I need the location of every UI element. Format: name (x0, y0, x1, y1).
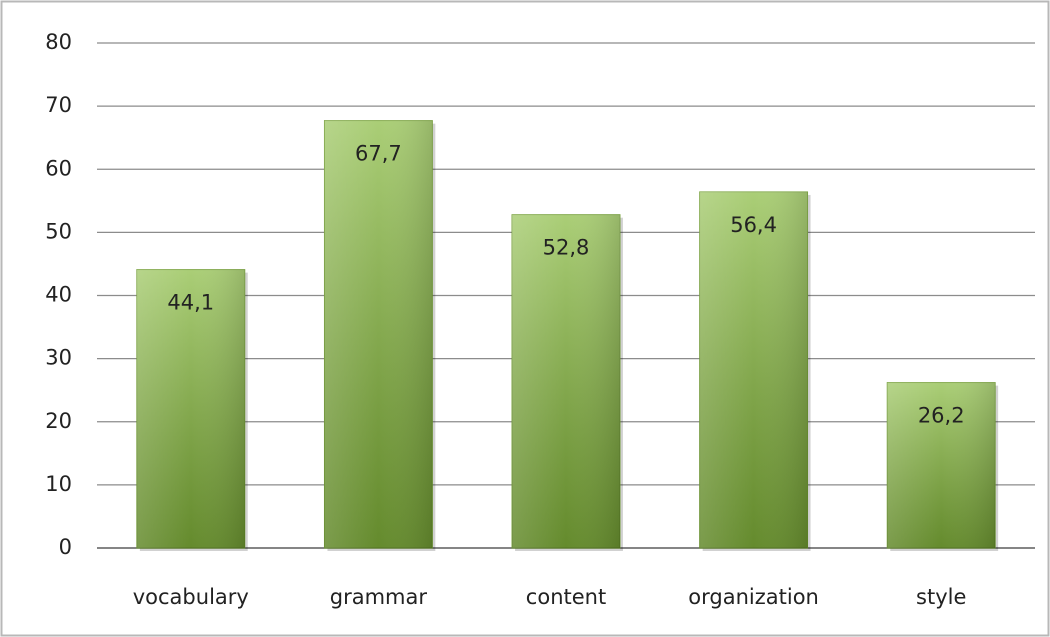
y-tick-label: 30 (45, 346, 72, 370)
x-tick-label: organization (688, 585, 819, 609)
y-tick-label: 80 (45, 30, 72, 54)
data-label: 52,8 (543, 236, 590, 260)
y-tick-label: 20 (45, 409, 72, 433)
x-tick-label: style (916, 585, 966, 609)
x-tick-label: grammar (330, 585, 428, 609)
y-tick-label: 0 (59, 535, 72, 559)
y-tick-label: 10 (45, 472, 72, 496)
data-label: 67,7 (355, 142, 402, 166)
data-label: 44,1 (167, 291, 214, 315)
bar-side (324, 120, 433, 549)
y-tick-label: 70 (45, 93, 72, 117)
bar-side (699, 191, 808, 548)
bar-side (512, 214, 620, 548)
data-label: 56,4 (730, 213, 777, 237)
bar-side (136, 269, 245, 548)
y-tick-label: 60 (45, 156, 72, 180)
x-tick-label: content (526, 585, 606, 609)
y-tick-label: 40 (45, 283, 72, 307)
x-tick-label: vocabulary (133, 585, 249, 609)
data-label: 26,2 (918, 404, 965, 428)
y-tick-label: 50 (45, 219, 72, 243)
bar-side (887, 382, 996, 548)
